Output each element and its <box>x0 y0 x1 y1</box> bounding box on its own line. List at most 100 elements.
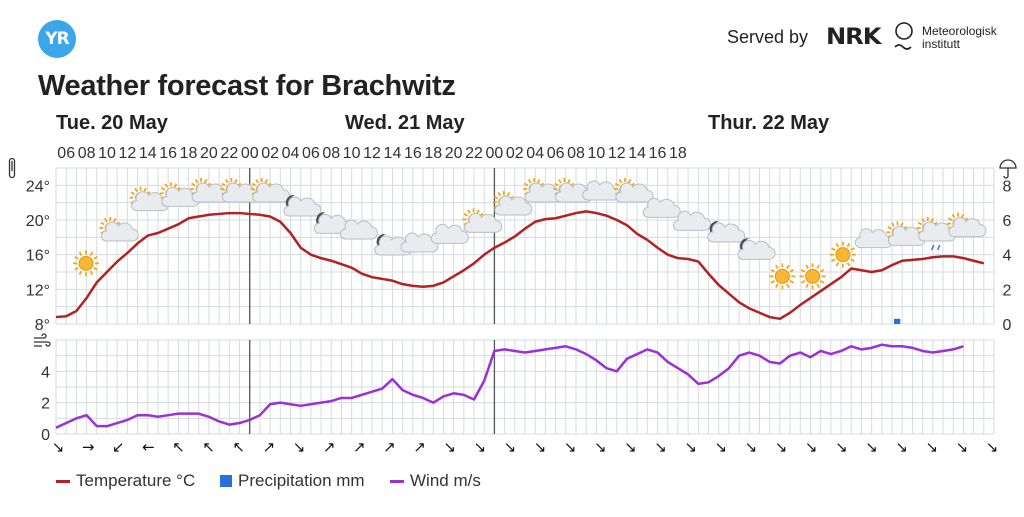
sun-ray <box>100 221 105 226</box>
wind-direction-arrow-icon: ↗ <box>413 438 426 456</box>
sun-ray <box>143 187 147 193</box>
x-tick-label: 04 <box>526 145 544 162</box>
wind-direction-arrow-icon: ↗ <box>383 438 396 456</box>
wind-direction-arrow-icon: ↘ <box>986 438 999 456</box>
y-tick-label-wind: 0 <box>41 427 50 444</box>
sun-ray <box>103 218 108 223</box>
x-tick-label: 22 <box>220 145 238 162</box>
sun-icon <box>73 250 99 277</box>
temperature-swatch-icon <box>56 479 70 483</box>
wind-direction-arrow-icon: → <box>82 438 95 456</box>
y-tick-label-wind: 2 <box>41 396 50 413</box>
sun-ray <box>194 179 199 184</box>
y-tick-label-precipitation: 4 <box>1003 248 1012 265</box>
met-line-2: institutt <box>922 37 961 51</box>
day-label-wed: Wed. 21 May <box>345 112 465 134</box>
partly-cloudy-icon <box>464 212 503 233</box>
wind-direction-arrow-icon: ↙ <box>112 438 125 456</box>
met-line-1: Meteorologisk <box>922 24 997 38</box>
sun-ray <box>203 179 208 184</box>
sun-ray <box>567 179 571 184</box>
x-tick-label: 14 <box>628 145 646 162</box>
umbrella-icon <box>999 159 1017 179</box>
partly-cloudy-night-icon <box>707 222 746 243</box>
sun-ray <box>786 264 790 269</box>
sun-ray <box>130 191 135 195</box>
sun-icon <box>769 263 796 290</box>
sun-ray <box>846 242 851 248</box>
x-tick-label: 06 <box>302 145 320 162</box>
sun-ray <box>789 269 795 273</box>
sun-ray <box>770 269 776 273</box>
wind-direction-arrow-icon: ↖ <box>202 438 215 456</box>
sun-disc <box>78 255 94 271</box>
sun-ray <box>173 183 178 188</box>
y-tick-label-temperature: 24° <box>26 178 50 195</box>
wind-direction-arrow-icon: ↘ <box>594 438 607 456</box>
x-tick-label: 18 <box>424 145 442 162</box>
sun-ray <box>835 242 840 248</box>
wind-direction-arrow-icon: ↘ <box>715 438 728 456</box>
x-tick-label: 12 <box>118 145 136 162</box>
y-tick-label-wind: 4 <box>41 364 50 381</box>
wind-direction-arrow-icon: ↘ <box>775 438 788 456</box>
x-tick-label: 18 <box>180 145 198 162</box>
x-tick-label: 20 <box>445 145 463 162</box>
cloud-icon <box>582 180 621 201</box>
partly-cloudy-icon <box>100 221 139 242</box>
day-label-tue: Tue. 20 May <box>56 112 168 134</box>
met-institute-logo-icon <box>894 22 913 50</box>
wind-direction-arrow-icon: ↘ <box>895 438 908 456</box>
sun-ray <box>775 283 779 289</box>
sun-disc <box>835 247 851 263</box>
rain-drops-icon <box>931 244 941 251</box>
x-tick-label: 22 <box>465 145 483 162</box>
wind-direction-arrow-icon: ↗ <box>263 438 276 456</box>
y-tick-label-precipitation: 6 <box>1003 213 1012 230</box>
sun-icon <box>799 263 826 290</box>
sun-ray <box>536 179 541 184</box>
sun-ray <box>89 270 94 276</box>
x-tick-label: 10 <box>343 145 361 162</box>
x-tick-label: 14 <box>139 145 157 162</box>
sun-ray <box>770 280 776 284</box>
sun-ray <box>221 182 226 187</box>
wind-direction-arrow-icon: ↘ <box>443 438 456 456</box>
yr-logo[interactable]: YR <box>38 20 76 58</box>
x-tick-label: 06 <box>547 145 565 162</box>
sun-ray <box>93 267 98 271</box>
legend-temperature[interactable]: Temperature °C <box>56 471 195 491</box>
sun-ray <box>816 264 820 269</box>
wind-direction-arrow-icon: ↖ <box>172 438 185 456</box>
sun-ray <box>234 179 238 184</box>
y-tick-label-temperature: 16° <box>26 248 50 265</box>
wind-direction-arrow-icon: ↘ <box>293 438 306 456</box>
x-tick-label: 16 <box>159 145 177 162</box>
sun-ray <box>476 209 480 214</box>
sun-ray <box>775 264 779 269</box>
x-tick-label: 08 <box>567 145 585 162</box>
sun-ray <box>467 209 471 214</box>
x-tick-label: 12 <box>608 145 626 162</box>
nrk-logo: NRK <box>826 25 881 50</box>
sun-ray <box>78 251 83 256</box>
sun-ray <box>948 217 953 221</box>
sun-ray <box>264 179 268 184</box>
wind-direction-arrow-icon: ↘ <box>865 438 878 456</box>
sun-ray <box>900 222 904 227</box>
precipitation-swatch-icon <box>220 475 232 487</box>
sun-ray <box>805 264 809 269</box>
wind-direction-arrow-icon: ↘ <box>925 438 938 456</box>
wind-direction-arrow-icon: ↗ <box>323 438 336 456</box>
wind-direction-arrow-icon: ↘ <box>474 438 487 456</box>
sun-ray <box>816 283 820 289</box>
sun-ray <box>800 280 806 284</box>
met-institute-label: Meteorologisk institutt <box>922 25 997 51</box>
wind-swatch-icon <box>390 479 404 483</box>
sun-ray <box>493 195 499 200</box>
sun-ray <box>887 226 892 230</box>
legend-wind[interactable]: Wind m/s <box>390 471 481 491</box>
cloud-icon <box>430 223 469 244</box>
legend-temperature-label: Temperature °C <box>76 471 196 490</box>
legend-precipitation[interactable]: Precipitation mm <box>220 471 365 491</box>
